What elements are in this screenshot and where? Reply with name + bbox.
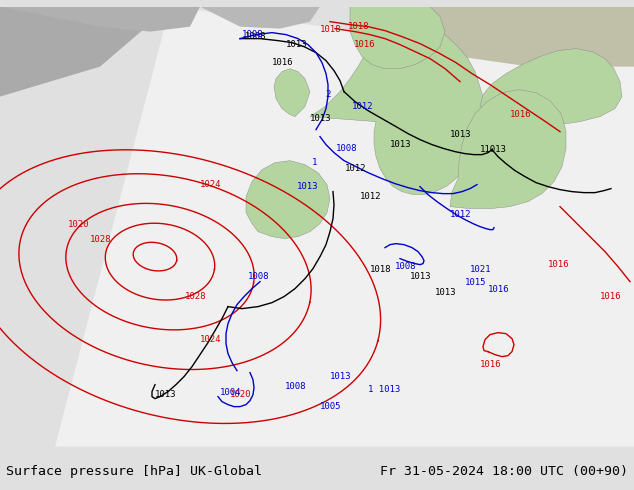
- Text: 1016: 1016: [510, 110, 531, 119]
- Text: 1013: 1013: [310, 114, 332, 122]
- Text: 1008: 1008: [245, 32, 266, 41]
- Text: 1016: 1016: [600, 292, 621, 301]
- Text: 1013: 1013: [155, 390, 176, 399]
- Text: 1016: 1016: [488, 285, 510, 294]
- Text: 1018: 1018: [320, 24, 342, 34]
- Polygon shape: [200, 7, 320, 28]
- Polygon shape: [0, 7, 170, 97]
- Polygon shape: [274, 69, 310, 117]
- Text: 1013: 1013: [410, 271, 432, 281]
- Text: 1020: 1020: [230, 390, 252, 399]
- Text: 1016: 1016: [548, 260, 569, 269]
- Polygon shape: [450, 90, 566, 209]
- Text: 1008: 1008: [285, 382, 306, 391]
- Text: 1008: 1008: [248, 271, 269, 281]
- Text: 1016: 1016: [272, 58, 294, 67]
- Text: 1012: 1012: [360, 192, 382, 200]
- Text: Surface pressure [hPa] UK-Global: Surface pressure [hPa] UK-Global: [6, 465, 262, 478]
- Text: 1013: 1013: [286, 40, 307, 49]
- Polygon shape: [310, 24, 485, 195]
- Text: Fr 31-05-2024 18:00 UTC (00+90): Fr 31-05-2024 18:00 UTC (00+90): [380, 465, 628, 478]
- Text: 1013: 1013: [390, 140, 411, 148]
- Text: 1004: 1004: [220, 388, 242, 396]
- Text: 1021: 1021: [470, 265, 491, 273]
- Text: 1013: 1013: [435, 288, 456, 296]
- Text: 1013: 1013: [330, 371, 351, 381]
- Text: 1024: 1024: [200, 180, 221, 189]
- Text: 1: 1: [312, 158, 318, 167]
- Text: 11013: 11013: [480, 145, 507, 154]
- Text: 1018: 1018: [370, 265, 392, 273]
- Text: 1013: 1013: [297, 182, 318, 191]
- Text: 1012: 1012: [352, 101, 373, 111]
- Polygon shape: [480, 49, 622, 124]
- Text: 1018: 1018: [348, 22, 370, 31]
- Text: 1016: 1016: [480, 360, 501, 368]
- Text: 2: 2: [325, 90, 330, 98]
- Text: 1028: 1028: [185, 292, 207, 301]
- Text: 1012: 1012: [450, 210, 472, 219]
- Text: 1005: 1005: [320, 402, 342, 411]
- Text: 1008: 1008: [395, 262, 417, 270]
- Text: 1008: 1008: [336, 144, 358, 152]
- Text: 1024: 1024: [200, 335, 221, 343]
- Text: 1016: 1016: [354, 40, 375, 49]
- Polygon shape: [0, 7, 200, 32]
- Text: 1028: 1028: [90, 235, 112, 244]
- Polygon shape: [350, 7, 445, 69]
- Polygon shape: [55, 7, 634, 446]
- Polygon shape: [400, 7, 634, 67]
- Text: 1008: 1008: [242, 29, 264, 39]
- Text: 1 1013: 1 1013: [368, 385, 400, 393]
- Text: 1015: 1015: [465, 278, 486, 287]
- Text: 1020: 1020: [68, 220, 89, 229]
- Polygon shape: [246, 161, 330, 239]
- Text: 1013: 1013: [450, 130, 472, 139]
- Text: 1012: 1012: [345, 164, 366, 172]
